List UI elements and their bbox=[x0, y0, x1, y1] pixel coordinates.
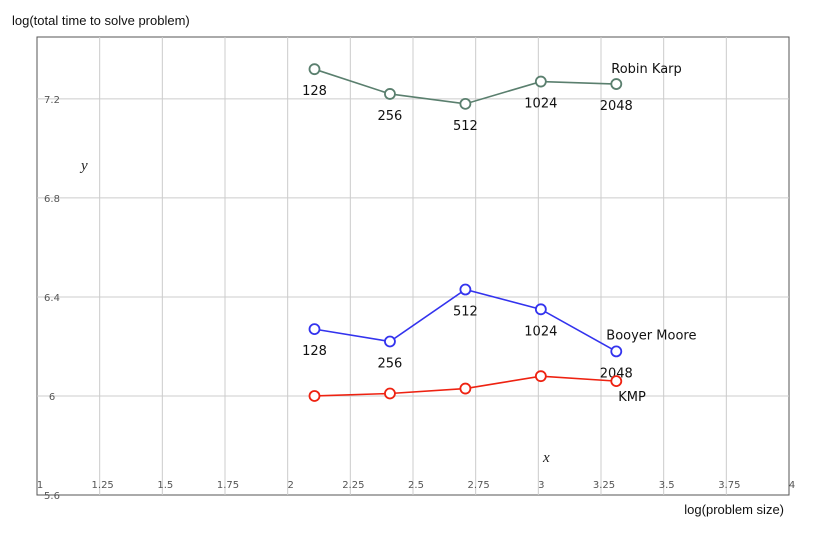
y-variable-label: y bbox=[79, 158, 88, 174]
series-group: 128 256 512 1024 2048 Robin Karp 128 256 512 1024… bbox=[302, 62, 696, 405]
point-label: 2048 bbox=[600, 99, 633, 114]
series-robin-karp: 128 256 512 1024 2048 Robin Karp bbox=[302, 62, 682, 134]
data-point bbox=[384, 88, 396, 100]
point-label: 256 bbox=[378, 109, 403, 124]
series-kmp: KMP bbox=[308, 370, 646, 405]
x-tick-label: 3.75 bbox=[718, 480, 740, 491]
data-point bbox=[308, 323, 321, 336]
point-label: 512 bbox=[453, 119, 478, 134]
y-tick-label: 6.8 bbox=[44, 194, 60, 205]
point-label: 128 bbox=[302, 84, 327, 99]
data-point bbox=[534, 370, 547, 383]
series-name-label: Robin Karp bbox=[611, 62, 682, 77]
x-tick-label: 1 bbox=[37, 480, 43, 491]
x-variable-label: x bbox=[542, 450, 550, 466]
data-point bbox=[459, 97, 472, 110]
data-point bbox=[534, 75, 547, 88]
x-axis-title: log(problem size) bbox=[684, 502, 784, 517]
series-name-label: KMP bbox=[618, 390, 646, 405]
data-point bbox=[459, 382, 472, 395]
point-label: 2048 bbox=[600, 366, 633, 381]
grid-lines bbox=[37, 37, 789, 495]
y-tick-label: 5.6 bbox=[44, 491, 60, 502]
point-label: 512 bbox=[453, 305, 478, 320]
data-point bbox=[308, 390, 321, 402]
x-tick-label: 4 bbox=[789, 480, 795, 491]
data-point bbox=[384, 387, 396, 400]
x-tick-label: 3.5 bbox=[659, 480, 675, 491]
x-tick-label: 2 bbox=[287, 480, 293, 491]
data-point bbox=[610, 78, 623, 90]
point-label: 1024 bbox=[524, 324, 557, 339]
point-label: 1024 bbox=[524, 97, 557, 112]
x-tick-label: 1.5 bbox=[157, 480, 173, 491]
data-point bbox=[534, 303, 547, 316]
x-tick-label: 1.75 bbox=[217, 480, 239, 491]
point-label: 128 bbox=[302, 344, 327, 359]
x-tick-label: 1.25 bbox=[92, 480, 114, 491]
x-tick-label: 2.75 bbox=[468, 480, 490, 491]
y-axis-title: log(total time to solve problem) bbox=[12, 13, 190, 28]
data-point bbox=[610, 345, 623, 358]
data-point bbox=[610, 375, 623, 388]
tick-labels: 1 1.25 1.5 1.75 2 2.25 2.5 2.75 3 3.25 3.5 3.75 4 5.6… bbox=[37, 95, 795, 502]
point-label: 256 bbox=[378, 357, 403, 372]
x-tick-label: 3.25 bbox=[593, 480, 615, 491]
data-point bbox=[459, 283, 472, 296]
y-tick-label: 7.2 bbox=[44, 95, 60, 106]
series-name-label: Booyer Moore bbox=[606, 328, 696, 343]
series-booyer-moore: 128 256 512 1024 2048 Booyer Moore bbox=[302, 283, 696, 381]
data-point bbox=[308, 63, 321, 76]
y-tick-label: 6 bbox=[49, 392, 55, 403]
x-tick-label: 2.25 bbox=[342, 480, 364, 491]
data-point bbox=[384, 335, 396, 348]
x-tick-label: 2.5 bbox=[408, 480, 424, 491]
x-tick-label: 3 bbox=[538, 480, 544, 491]
y-tick-label: 6.4 bbox=[44, 293, 60, 304]
